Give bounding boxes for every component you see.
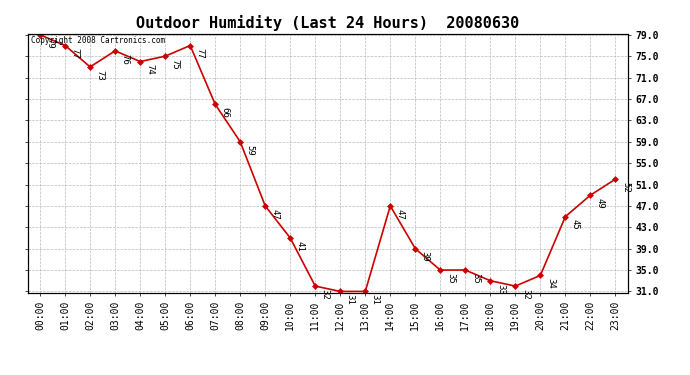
Text: 49: 49 <box>596 198 605 209</box>
Text: 31: 31 <box>346 294 355 305</box>
Text: 45: 45 <box>571 219 580 230</box>
Text: 39: 39 <box>421 252 430 262</box>
Text: 79: 79 <box>46 38 55 48</box>
Text: 34: 34 <box>546 278 555 289</box>
Text: 47: 47 <box>270 209 279 219</box>
Text: 35: 35 <box>446 273 455 284</box>
Text: 76: 76 <box>121 54 130 64</box>
Text: 75: 75 <box>170 59 179 70</box>
Text: 35: 35 <box>471 273 480 284</box>
Text: 32: 32 <box>321 289 330 300</box>
Text: 77: 77 <box>70 48 79 59</box>
Text: 33: 33 <box>496 284 505 294</box>
Text: Copyright 2008 Cartronics.com: Copyright 2008 Cartronics.com <box>30 36 165 45</box>
Title: Outdoor Humidity (Last 24 Hours)  20080630: Outdoor Humidity (Last 24 Hours) 2008063… <box>136 15 520 31</box>
Text: 77: 77 <box>196 48 205 59</box>
Text: 41: 41 <box>296 241 305 252</box>
Text: 32: 32 <box>521 289 530 300</box>
Text: 47: 47 <box>396 209 405 219</box>
Text: 52: 52 <box>621 182 630 193</box>
Text: 74: 74 <box>146 64 155 75</box>
Text: 66: 66 <box>221 107 230 118</box>
Text: 59: 59 <box>246 144 255 155</box>
Text: 73: 73 <box>96 70 105 80</box>
Text: 31: 31 <box>371 294 380 305</box>
